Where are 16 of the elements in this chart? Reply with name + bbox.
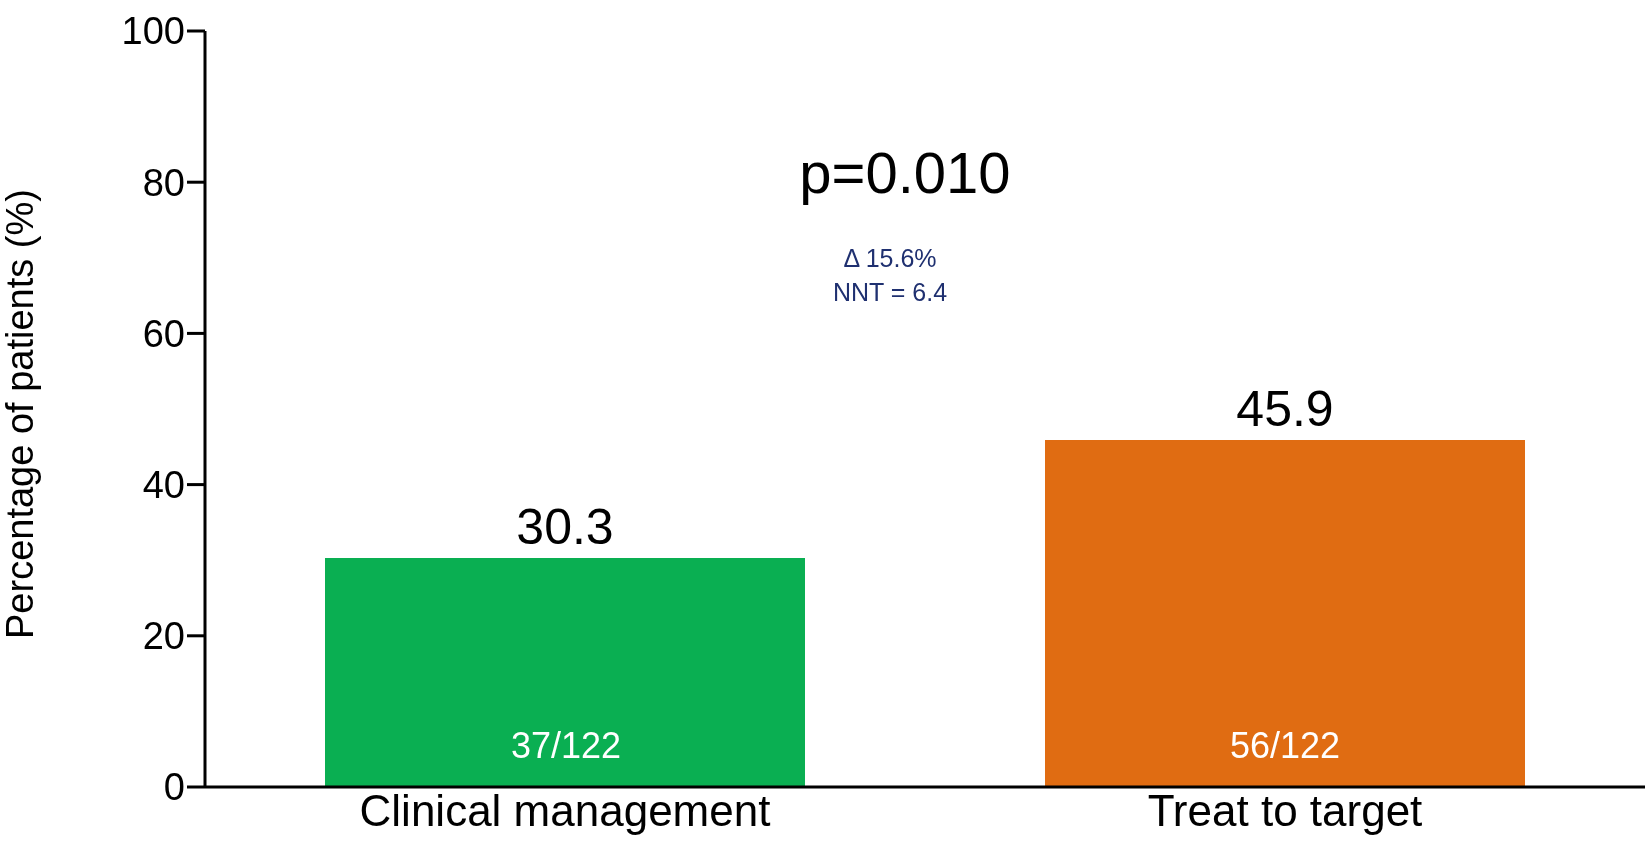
data-label: 30.3 (516, 498, 614, 555)
annotation: 37/122 (510, 725, 622, 767)
x-tick-label: Clinical management (359, 786, 771, 836)
y-tick-label: 20 (142, 615, 185, 658)
data-label: 45.9 (1236, 381, 1334, 437)
x-tick-label: Treat to target (1147, 786, 1423, 836)
y-tick-label: 60 (142, 312, 185, 355)
annotation: 56/122 (1229, 725, 1341, 767)
y-axis-title: Percentage of patients (%) (0, 189, 42, 639)
y-tick-label: 80 (142, 161, 185, 204)
annotation: Δ 15.6% (843, 243, 937, 273)
y-tick-label: 0 (163, 766, 185, 809)
annotation: p=0.010 (799, 138, 1011, 206)
annotation: NNT = 6.4 (832, 277, 948, 307)
y-tick-label: 40 (142, 464, 185, 507)
y-tick-label: 100 (121, 10, 185, 53)
